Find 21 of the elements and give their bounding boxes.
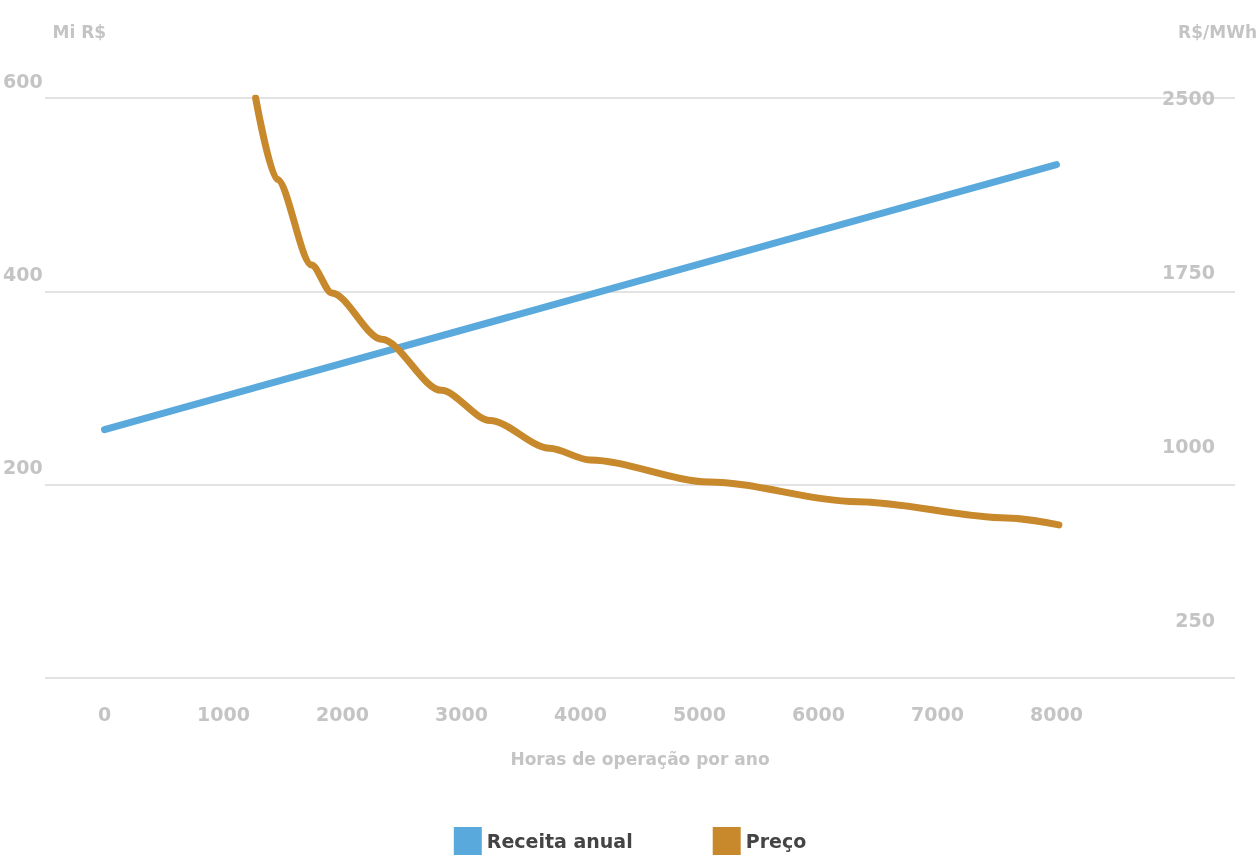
x-axis-title: Horas de operação por ano — [510, 748, 770, 769]
y-axis-title: Mi R$ — [52, 21, 107, 42]
y2-tick-label: 1750 — [1162, 261, 1215, 283]
x-tick-label: 0 — [97, 702, 112, 725]
y-tick-label: 200 — [3, 456, 43, 479]
x-tick-label: 2000 — [316, 702, 369, 725]
legend-label: Receita anual — [486, 830, 633, 852]
x-tick-label: 4000 — [554, 702, 607, 725]
y-tick-label: 600 — [3, 69, 43, 92]
x-tick-label: 5000 — [673, 702, 726, 725]
y2-tick-label: 1000 — [1162, 435, 1215, 457]
x-tick-label: 7000 — [911, 702, 964, 725]
y-tick-label: 400 — [3, 262, 43, 285]
y2-axis-title: R$/MWh — [1178, 21, 1257, 42]
legend-label: Preço — [745, 830, 807, 852]
x-tick-label: 6000 — [792, 702, 845, 725]
y2-tick-label: 250 — [1175, 609, 1215, 631]
y2-tick-label: 2500 — [1162, 87, 1215, 109]
x-tick-label: 3000 — [435, 702, 488, 725]
x-tick-label: 1000 — [197, 702, 250, 725]
x-tick-label: 8000 — [1030, 702, 1083, 725]
